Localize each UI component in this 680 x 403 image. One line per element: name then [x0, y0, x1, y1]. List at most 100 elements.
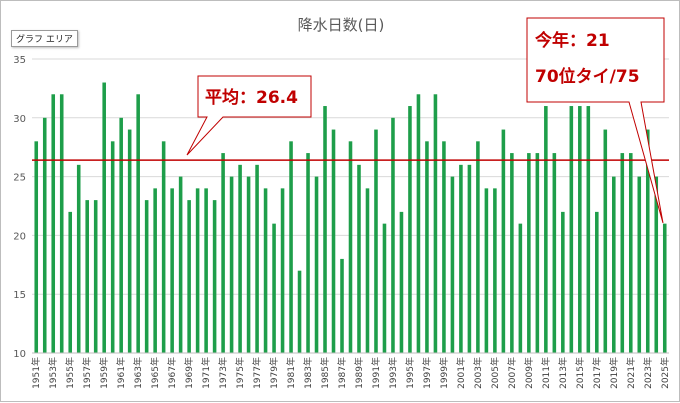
bar-1973年 [221, 153, 225, 353]
bar-1954年 [59, 94, 64, 353]
y-tick-label: 35 [13, 55, 26, 66]
bar-2009年 [527, 153, 531, 353]
bar-1994年 [399, 211, 404, 353]
bar-2006年 [501, 129, 506, 353]
x-tick-label: 1977年 [251, 357, 263, 389]
this-year-callout-line1: 今年：21 [535, 30, 610, 51]
x-tick-label: 2009年 [523, 357, 535, 389]
bar-1986年 [331, 129, 336, 353]
bar-2023年 [645, 129, 650, 353]
x-tick-label: 1989年 [353, 357, 365, 389]
y-tick-label: 15 [13, 290, 26, 301]
bar-1964年 [144, 200, 149, 353]
x-tick-label: 1995年 [404, 357, 416, 389]
bar-1993年 [391, 117, 395, 353]
x-tick-label: 1959年 [98, 357, 110, 389]
y-tick-label: 10 [13, 349, 26, 360]
bar-1990年 [365, 188, 370, 353]
average-callout-text: 平均：26.4 [205, 87, 298, 108]
bar-2018年 [603, 129, 608, 353]
x-tick-label: 1983年 [302, 357, 314, 389]
bar-2025年 [662, 223, 667, 353]
x-tick-label: 2017年 [591, 357, 603, 389]
x-tick-label: 1997年 [421, 357, 433, 389]
x-tick-label: 1975年 [234, 357, 246, 389]
bar-1959年 [102, 82, 106, 354]
bar-2015年 [578, 106, 582, 353]
bar-1953年 [51, 94, 56, 353]
average-callout [186, 75, 312, 156]
bar-1977年 [255, 164, 259, 353]
bar-1985年 [323, 106, 327, 353]
x-tick-label: 1971年 [200, 357, 212, 389]
bar-1982年 [297, 270, 302, 353]
bar-1963年 [136, 94, 140, 353]
x-tick-label: 2003年 [472, 357, 484, 389]
bar-1962年 [127, 129, 132, 353]
bar-1969年 [187, 200, 191, 353]
bar-1980年 [280, 188, 285, 353]
bar-2000年 [450, 176, 455, 353]
x-tick-label: 2015年 [574, 357, 586, 389]
bar-2007年 [510, 153, 514, 353]
bar-1989年 [357, 164, 361, 353]
x-tick-label: 2007年 [506, 357, 518, 389]
x-tick-label: 1967年 [166, 357, 178, 389]
bar-2001年 [459, 164, 463, 353]
x-tick-label: 1955年 [64, 357, 76, 389]
bar-1972年 [212, 200, 217, 353]
x-tick-label: 1961年 [115, 357, 127, 389]
bar-1976年 [246, 176, 251, 353]
chart-area-tooltip: グラフ エリア [11, 30, 78, 47]
bar-2005年 [493, 188, 497, 353]
x-tick-label: 2019年 [608, 357, 620, 389]
x-tick-label: 1973年 [217, 357, 229, 389]
bar-1997年 [425, 141, 429, 353]
x-tick-label: 2023年 [642, 357, 654, 389]
x-tick-label: 1993年 [387, 357, 399, 389]
bar-2010年 [535, 153, 540, 353]
x-tick-label: 1981年 [285, 357, 297, 389]
bar-2012年 [552, 153, 557, 353]
bar-2020年 [620, 153, 625, 353]
bar-2019年 [612, 176, 616, 353]
bar-1981年 [289, 141, 293, 353]
bar-1987年 [340, 258, 344, 353]
bar-1996年 [416, 94, 421, 353]
bar-1958年 [93, 200, 98, 353]
x-tick-label: 2005年 [489, 357, 501, 389]
x-tick-label: 2013年 [557, 357, 569, 389]
x-tick-label: 2025年 [659, 357, 671, 389]
bar-1965年 [153, 188, 157, 353]
bar-1998年 [433, 94, 438, 353]
bar-1956年 [76, 164, 81, 353]
bar-1983年 [306, 153, 310, 353]
x-tick-label: 1987年 [336, 357, 348, 389]
x-tick-label: 1963年 [132, 357, 144, 389]
y-tick-label: 20 [13, 231, 26, 242]
bar-1961年 [119, 117, 123, 353]
bar-1988年 [348, 141, 353, 353]
x-tick-label: 1979年 [268, 357, 280, 389]
x-tick-label: 1953年 [47, 357, 59, 389]
bar-2017年 [595, 211, 599, 353]
bar-1992年 [382, 223, 387, 353]
y-tick-label: 30 [13, 114, 26, 125]
bar-1975年 [238, 164, 242, 353]
bar-1984年 [314, 176, 319, 353]
bar-1967年 [170, 188, 174, 353]
bar-2002年 [467, 164, 472, 353]
bar-1974年 [229, 176, 234, 353]
bar-2013年 [561, 211, 565, 353]
x-tick-label: 1985年 [319, 357, 331, 389]
bar-1952年 [42, 117, 47, 353]
x-tick-label: 2011年 [540, 357, 552, 389]
bar-1957年 [85, 200, 89, 353]
bar-1971年 [204, 188, 208, 353]
bar-2016年 [586, 106, 591, 353]
x-tick-label: 1969年 [183, 357, 195, 389]
y-tick-label: 25 [13, 173, 26, 184]
bar-2004年 [484, 188, 489, 353]
